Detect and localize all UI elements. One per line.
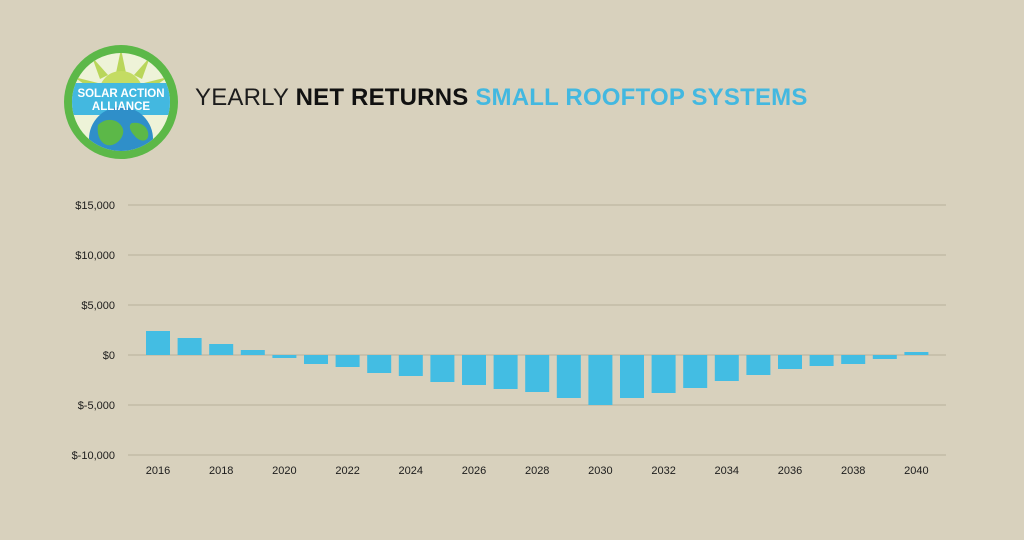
bar — [209, 344, 234, 355]
bar — [746, 355, 771, 375]
x-tick-label: 2038 — [841, 465, 865, 477]
x-tick-label: 2040 — [904, 465, 928, 477]
bar — [620, 355, 644, 398]
logo-text-line1: SOLAR ACTION — [77, 88, 164, 100]
page-title: YEARLY NET RETURNS SMALL ROOFTOP SYSTEMS — [195, 83, 808, 113]
x-tick-label: 2026 — [462, 465, 486, 477]
solar-action-alliance-logo: SOLAR ACTION ALLIANCE — [64, 45, 178, 159]
bar — [177, 338, 202, 355]
title-part-yearly: YEARLY — [195, 84, 296, 111]
bar — [525, 355, 550, 392]
x-tick-label: 2032 — [651, 465, 675, 477]
x-tick-label: 2018 — [209, 465, 233, 477]
y-tick-label: $5,000 — [81, 300, 115, 312]
y-tick-label: $-5,000 — [78, 400, 115, 412]
y-tick-label: $15,000 — [75, 200, 115, 212]
bar — [367, 355, 392, 373]
bar — [872, 355, 897, 359]
x-tick-label: 2036 — [778, 465, 802, 477]
bar — [398, 355, 423, 376]
bar — [904, 352, 929, 355]
bar — [272, 355, 297, 358]
bar — [304, 355, 328, 364]
bar — [778, 355, 802, 369]
logo-text-line2: ALLIANCE — [92, 101, 150, 113]
bar — [493, 355, 518, 389]
x-tick-label: 2034 — [715, 465, 739, 477]
x-tick-label: 2024 — [399, 465, 423, 477]
bar — [556, 355, 581, 398]
bar — [809, 355, 834, 366]
bar — [335, 355, 360, 367]
bar — [430, 355, 455, 382]
y-tick-label: $0 — [103, 350, 115, 362]
bar — [146, 331, 170, 355]
bar — [588, 355, 613, 405]
x-tick-label: 2028 — [525, 465, 549, 477]
x-tick-label: 2030 — [588, 465, 612, 477]
title-part-net-returns: NET RETURNS — [295, 84, 469, 111]
x-tick-label: 2022 — [335, 465, 359, 477]
title-part-small-rooftop: SMALL ROOFTOP SYSTEMS — [468, 84, 808, 111]
y-tick-label: $10,000 — [75, 250, 115, 262]
x-tick-label: 2020 — [272, 465, 296, 477]
bar — [462, 355, 486, 385]
bar — [841, 355, 866, 364]
bar — [683, 355, 708, 388]
bar — [714, 355, 739, 381]
y-tick-label: $-10,000 — [72, 450, 115, 462]
x-tick-label: 2016 — [146, 465, 170, 477]
bar — [651, 355, 676, 393]
bar — [240, 350, 265, 355]
